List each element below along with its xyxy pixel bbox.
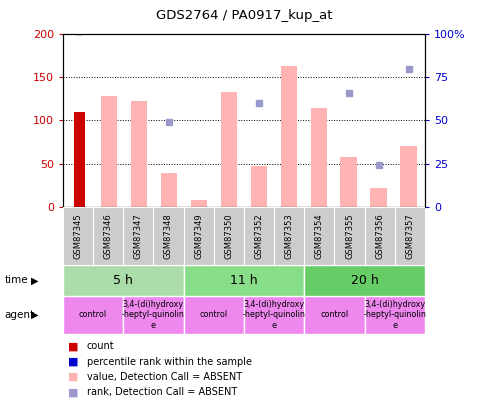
Bar [93,207,123,265]
Bar [311,109,327,207]
Text: GSM87350: GSM87350 [224,213,233,259]
Bar [335,207,365,265]
Text: count: count [87,341,114,351]
Text: GSM87347: GSM87347 [134,213,143,259]
Bar [184,207,213,265]
Bar [63,207,93,265]
Bar [191,200,207,207]
Text: ■: ■ [68,372,78,382]
Text: time: time [5,275,28,286]
Text: GSM87348: GSM87348 [164,213,173,259]
Text: value, Detection Call = ABSENT: value, Detection Call = ABSENT [87,372,242,382]
Text: 3,4-(di)hydroxy
-heptyl-quinolin
e: 3,4-(di)hydroxy -heptyl-quinolin e [363,300,426,330]
Bar [244,296,304,334]
Bar [123,207,154,265]
Text: GSM87356: GSM87356 [375,213,384,259]
Text: percentile rank within the sample: percentile rank within the sample [87,357,252,367]
Bar [63,296,123,334]
Bar [395,207,425,265]
Bar [221,92,237,207]
Text: ▶: ▶ [31,310,39,320]
Bar [304,296,365,334]
Bar [131,101,147,207]
Bar [244,207,274,265]
Text: GSM87357: GSM87357 [405,213,414,259]
Bar [184,296,244,334]
Bar [365,207,395,265]
Bar [74,112,85,207]
Bar [101,96,117,207]
Bar [304,207,335,265]
Bar [274,207,304,265]
Bar [370,188,387,207]
Bar [184,265,304,296]
Text: GSM87349: GSM87349 [194,213,203,259]
Bar [281,66,297,207]
Text: 5 h: 5 h [113,274,133,287]
Bar [213,207,244,265]
Text: GSM87354: GSM87354 [315,213,324,259]
Text: control: control [79,310,107,320]
Text: 3,4-(di)hydroxy
-heptyl-quinolin
e: 3,4-(di)hydroxy -heptyl-quinolin e [122,300,185,330]
Text: GSM87352: GSM87352 [255,213,264,259]
Bar [154,207,184,265]
Text: 11 h: 11 h [230,274,258,287]
Text: control: control [199,310,228,320]
Text: ■: ■ [68,341,78,351]
Text: ▶: ▶ [31,275,39,286]
Text: GDS2764 / PA0917_kup_at: GDS2764 / PA0917_kup_at [156,9,332,22]
Bar [251,166,267,207]
Text: GSM87353: GSM87353 [284,213,294,259]
Text: 3,4-(di)hydroxy
-heptyl-quinolin
e: 3,4-(di)hydroxy -heptyl-quinolin e [242,300,306,330]
Bar [365,296,425,334]
Bar [161,173,177,207]
Bar [304,265,425,296]
Text: ■: ■ [68,357,78,367]
Text: ■: ■ [68,388,78,397]
Text: GSM87346: GSM87346 [103,213,113,259]
Bar [63,265,184,296]
Bar [341,158,357,207]
Text: agent: agent [5,310,35,320]
Text: control: control [320,310,349,320]
Text: GSM87345: GSM87345 [73,213,83,259]
Bar [123,296,184,334]
Bar [400,146,417,207]
Text: GSM87355: GSM87355 [345,213,354,259]
Text: rank, Detection Call = ABSENT: rank, Detection Call = ABSENT [87,388,237,397]
Text: 20 h: 20 h [351,274,379,287]
